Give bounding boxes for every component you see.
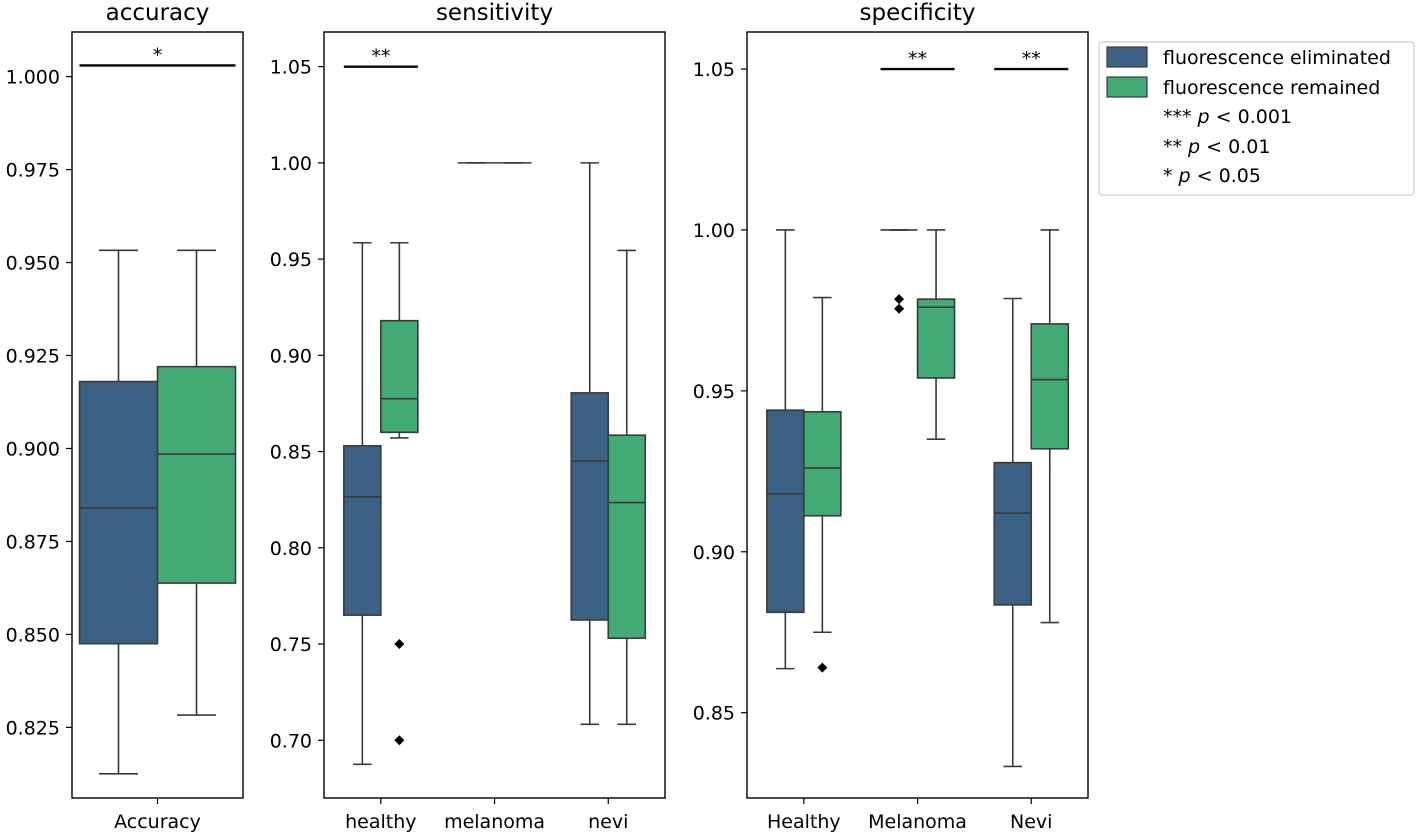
box-eliminated-healthy xyxy=(766,229,805,670)
significance-annotation: * xyxy=(79,44,236,67)
box-eliminated-accuracy xyxy=(78,249,159,775)
legend: fluorescence eliminated fluorescence rem… xyxy=(1098,41,1415,196)
box-iqr xyxy=(156,365,237,584)
flier xyxy=(894,303,905,314)
x-tick-label: Nevi xyxy=(1010,811,1052,833)
box-eliminated-nevi xyxy=(570,162,610,726)
x-tick-label: melanoma xyxy=(444,811,545,833)
y-tick-label: 0.825 xyxy=(6,717,60,739)
box-remained-nevi xyxy=(1030,229,1070,624)
legend-label-remained: fluorescence remained xyxy=(1163,77,1380,99)
box-iqr xyxy=(916,298,956,379)
legend-significance-2: * p < 0.05 xyxy=(1163,165,1261,187)
y-tick-label: 0.90 xyxy=(270,345,312,367)
y-tick-label: 0.95 xyxy=(270,249,312,271)
legend-label-eliminated: fluorescence eliminated xyxy=(1163,47,1391,69)
y-tick-label: 0.975 xyxy=(6,160,60,182)
legend-swatch-remained xyxy=(1106,76,1148,98)
panel-title: specificity xyxy=(860,0,976,26)
y-tick-label: 0.85 xyxy=(270,442,312,464)
box-iqr xyxy=(380,319,419,434)
box-iqr xyxy=(766,409,805,614)
y-tick-label: 1.000 xyxy=(6,67,60,89)
box-eliminated-melanoma xyxy=(880,229,918,314)
panel-title: accuracy xyxy=(106,0,210,26)
box-remained-melanoma xyxy=(916,229,956,440)
y-tick-label: 0.950 xyxy=(6,253,60,275)
y-tick-label: 0.70 xyxy=(270,730,312,752)
y-tick-label: 1.05 xyxy=(270,57,312,79)
panel-sensitivity: sensitivity 0.70 0.75 0.80 0.85 0.90 0.95 1.00 1… xyxy=(270,0,666,833)
box-iqr xyxy=(1030,323,1070,450)
legend-significance-0: *** p < 0.001 xyxy=(1163,106,1292,128)
box-eliminated-nevi xyxy=(993,297,1033,768)
significance-stars: ** xyxy=(1022,48,1041,70)
axes-frame xyxy=(746,31,1089,799)
flier xyxy=(817,662,828,673)
y-tick-label: 0.95 xyxy=(693,381,735,403)
box-iqr xyxy=(78,380,159,645)
y-tick-label: 0.900 xyxy=(6,438,60,460)
significance-stars: * xyxy=(153,44,163,66)
box-remained-healthy xyxy=(380,241,419,746)
y-tick-label: 1.00 xyxy=(270,153,312,175)
y-tick-label: 0.90 xyxy=(693,542,735,564)
legend-frame xyxy=(1098,41,1415,196)
significance-stars: ** xyxy=(908,48,927,70)
legend-significance-1: ** p < 0.01 xyxy=(1163,136,1270,158)
y-tick-label: 0.925 xyxy=(6,346,60,368)
x-tick-label: Melanoma xyxy=(868,811,967,833)
y-tick-label: 0.85 xyxy=(693,703,735,725)
box-remained-accuracy xyxy=(156,249,237,716)
box-iqr xyxy=(343,444,382,616)
y-tick-label: 1.00 xyxy=(693,220,735,242)
box-iqr xyxy=(993,461,1033,606)
x-tick-label: nevi xyxy=(588,811,628,833)
panel-specificity: specificity 0.85 0.90 0.95 1.00 1.05 Healthy Me… xyxy=(693,0,1089,833)
box-eliminated-healthy xyxy=(343,241,382,766)
x-tick-label: Healthy xyxy=(767,811,841,833)
axes-frame xyxy=(323,31,666,799)
box-remained-healthy xyxy=(803,296,842,673)
y-tick-label: 0.850 xyxy=(6,624,60,646)
panel-accuracy: accuracy 0.825 0.850 0.875 0.900 0.925 0.950 0.… xyxy=(6,0,244,833)
y-tick-label: 0.80 xyxy=(270,538,312,560)
significance-annotation: ** xyxy=(343,46,418,68)
y-tick-label: 1.05 xyxy=(693,59,735,81)
box-iqr xyxy=(570,392,610,621)
significance-stars: ** xyxy=(371,46,390,68)
y-tick-label: 0.875 xyxy=(6,531,60,553)
box-remained-nevi xyxy=(607,249,647,726)
y-tick-label: 0.75 xyxy=(270,634,312,656)
x-tick-label: healthy xyxy=(345,811,416,833)
panel-title: sensitivity xyxy=(436,0,553,26)
x-tick-label: Accuracy xyxy=(114,811,201,833)
significance-annotation: ** xyxy=(994,48,1069,71)
legend-swatch-eliminated xyxy=(1106,46,1148,68)
box-iqr xyxy=(803,410,842,517)
axes-frame xyxy=(71,31,244,799)
flier xyxy=(894,294,905,305)
significance-annotation: ** xyxy=(880,48,955,71)
flier xyxy=(394,639,405,650)
flier xyxy=(394,735,405,746)
box-iqr xyxy=(607,434,647,640)
